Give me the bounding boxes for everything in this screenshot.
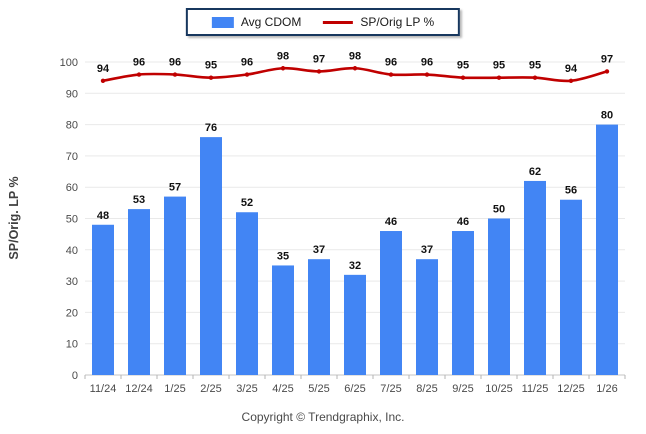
line-point — [172, 72, 178, 77]
bar-value-label: 57 — [169, 182, 181, 194]
y-tick-label: 70 — [66, 151, 78, 163]
bar — [128, 209, 150, 375]
y-tick-label: 100 — [60, 57, 78, 69]
line-value-label: 96 — [133, 57, 145, 69]
bar-value-label: 46 — [385, 216, 397, 228]
copyright-text: Copyright © Trendgraphix, Inc. — [241, 410, 405, 424]
bar — [344, 274, 366, 375]
bar — [236, 212, 258, 375]
y-tick-label: 10 — [66, 339, 78, 351]
line-point — [244, 72, 250, 77]
line-value-label: 97 — [313, 53, 325, 65]
line-point — [604, 69, 610, 74]
y-tick-label: 0 — [72, 370, 78, 382]
bar-value-label: 37 — [421, 244, 433, 256]
bar-value-label: 37 — [313, 244, 325, 256]
line-value-label: 94 — [97, 63, 110, 75]
line-point — [280, 66, 286, 71]
bar — [488, 218, 510, 375]
line-point — [136, 72, 142, 77]
x-tick-label: 11/25 — [522, 383, 549, 395]
bar — [272, 265, 294, 375]
bar-value-label: 76 — [205, 122, 217, 134]
bar — [416, 259, 438, 375]
line-value-label: 97 — [601, 53, 613, 65]
line-value-label: 98 — [277, 50, 289, 62]
x-tick-label: 12/24 — [125, 383, 153, 395]
y-tick-label: 90 — [66, 88, 78, 100]
legend-item-avg-cdom: Avg CDOM — [211, 15, 302, 29]
line-value-label: 94 — [565, 63, 578, 75]
line-series-swatch-icon — [323, 20, 354, 24]
legend-item-sp-orig-lp: SP/Orig LP % — [323, 15, 434, 29]
line-value-label: 96 — [421, 57, 433, 69]
line-value-label: 95 — [529, 60, 541, 72]
bar-value-label: 50 — [493, 204, 505, 216]
bar — [200, 137, 222, 375]
line-value-label: 96 — [385, 57, 397, 69]
bar-value-label: 56 — [565, 185, 577, 197]
line-point — [100, 78, 106, 83]
bar — [380, 231, 402, 375]
bar — [92, 224, 114, 375]
line-value-label: 96 — [241, 57, 253, 69]
y-tick-label: 60 — [66, 182, 78, 194]
chart-legend: Avg CDOM SP/Orig LP % — [185, 8, 461, 36]
line-value-label: 96 — [169, 57, 181, 69]
line-value-label: 98 — [349, 50, 361, 62]
line-point — [568, 78, 574, 83]
line-point — [352, 66, 358, 71]
x-tick-label: 8/25 — [416, 383, 437, 395]
y-tick-label: 30 — [66, 276, 78, 288]
legend-label-sp-orig-lp: SP/Orig LP % — [360, 15, 435, 29]
x-tick-label: 10/25 — [485, 383, 513, 395]
x-tick-label: 3/25 — [236, 383, 257, 395]
line-value-label: 95 — [205, 60, 217, 72]
bar-value-label: 53 — [133, 194, 145, 206]
line-value-label: 95 — [493, 60, 505, 72]
line-point — [208, 75, 214, 80]
line-point — [532, 75, 538, 80]
y-tick-label: 80 — [66, 120, 78, 132]
y-tick-label: 20 — [66, 307, 78, 319]
bar-value-label: 35 — [277, 250, 289, 262]
bar — [560, 199, 582, 375]
x-tick-label: 6/25 — [344, 383, 365, 395]
legend-label-avg-cdom: Avg CDOM — [240, 15, 302, 29]
bar — [596, 124, 618, 375]
bar-value-label: 46 — [457, 216, 469, 228]
bar-value-label: 32 — [349, 260, 361, 272]
bar-value-label: 80 — [601, 110, 613, 122]
x-tick-label: 7/25 — [380, 383, 401, 395]
bar — [308, 259, 330, 375]
y-tick-label: 40 — [66, 245, 78, 257]
x-tick-label: 2/25 — [200, 383, 221, 395]
bar — [452, 231, 474, 375]
bar — [524, 180, 546, 375]
y-tick-label: 50 — [66, 214, 78, 226]
x-tick-label: 4/25 — [272, 383, 293, 395]
bar-value-label: 48 — [97, 210, 109, 222]
bar-value-label: 52 — [241, 197, 253, 209]
bar-value-label: 62 — [529, 166, 541, 178]
x-tick-label: 1/25 — [164, 383, 185, 395]
line-point — [460, 75, 466, 80]
bar — [164, 196, 186, 375]
x-tick-label: 5/25 — [308, 383, 329, 395]
x-tick-label: 1/26 — [596, 383, 617, 395]
line-point — [316, 69, 322, 74]
x-tick-label: 12/25 — [557, 383, 585, 395]
line-value-label: 95 — [457, 60, 469, 72]
line-point — [496, 75, 502, 80]
x-tick-label: 11/24 — [90, 383, 117, 395]
x-tick-label: 9/25 — [452, 383, 473, 395]
line-point — [388, 72, 394, 77]
bar-series-swatch-icon — [211, 16, 234, 28]
line-point — [424, 72, 430, 77]
